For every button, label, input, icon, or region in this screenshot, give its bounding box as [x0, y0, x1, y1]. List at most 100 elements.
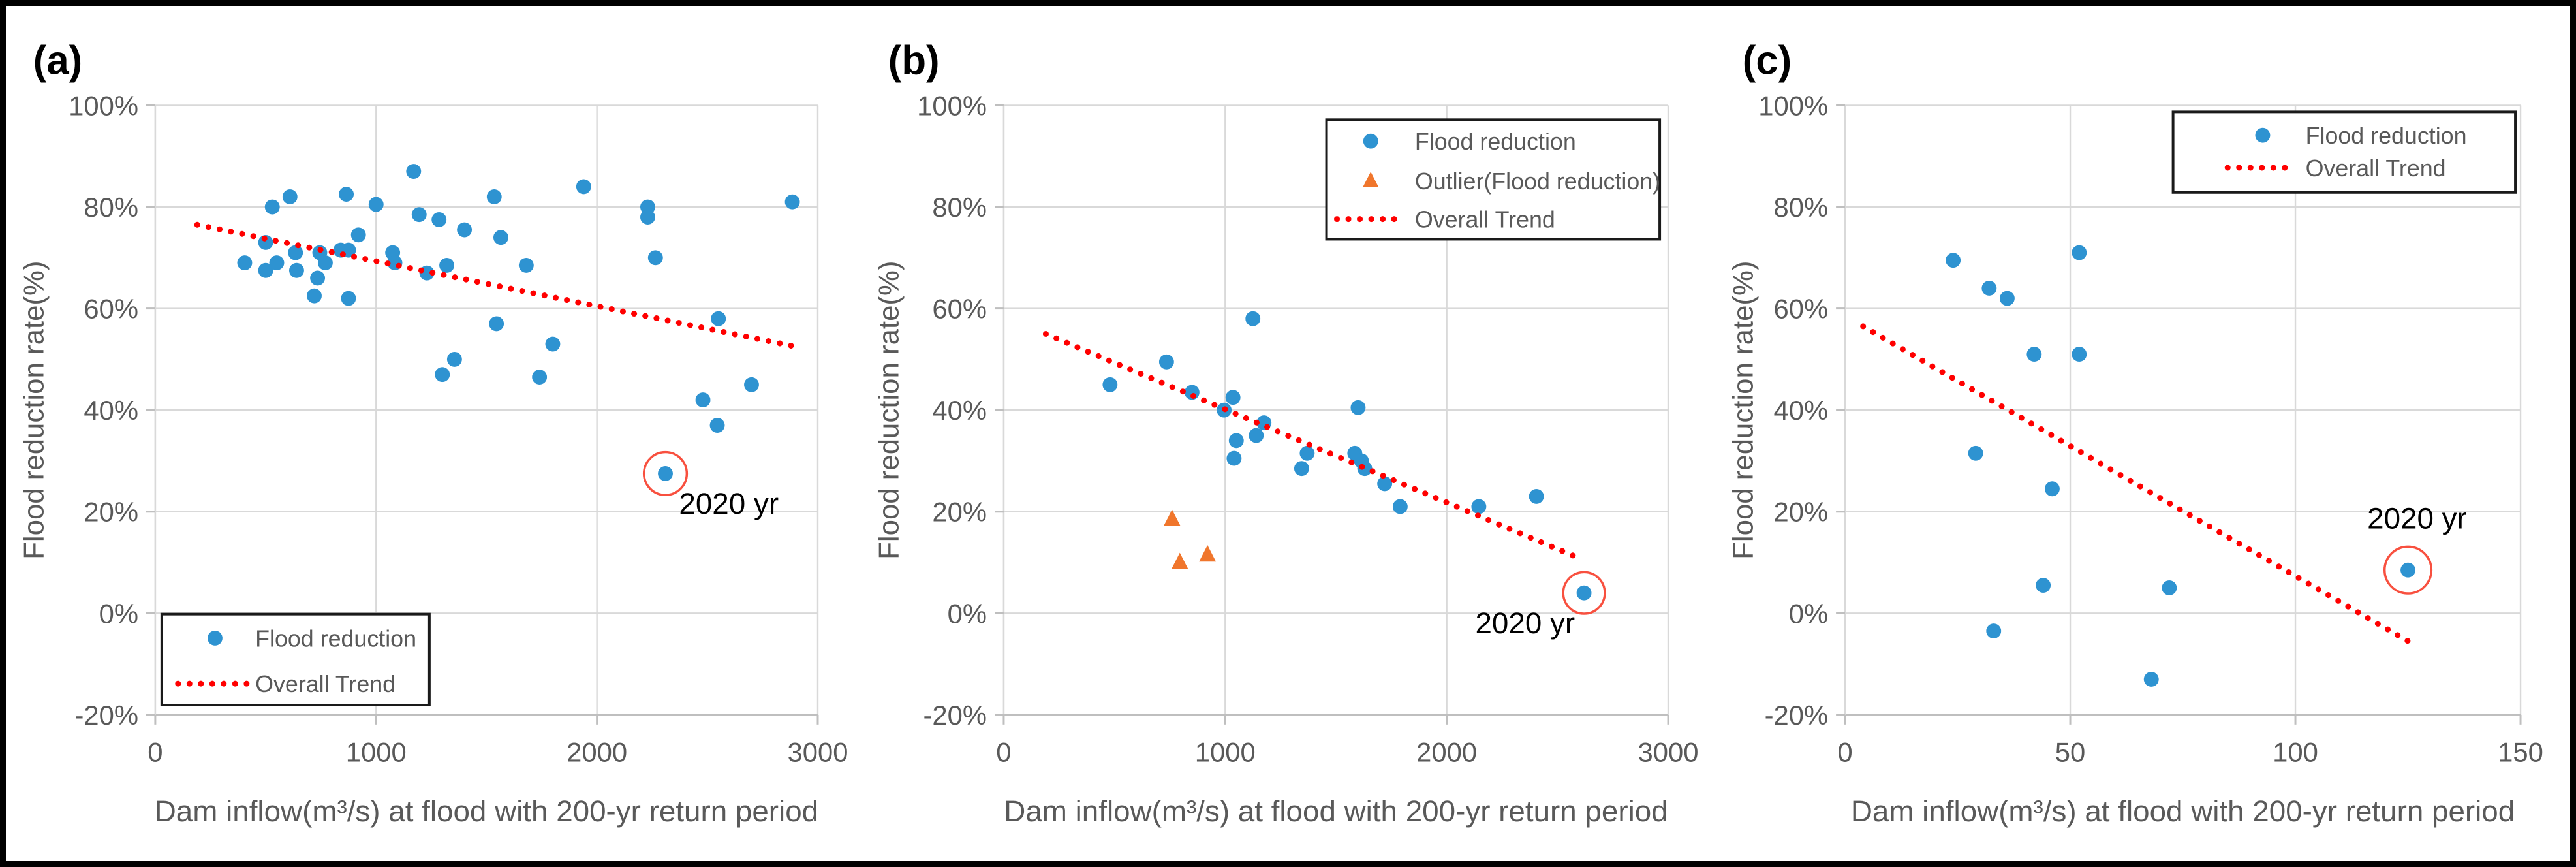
data-point	[2162, 580, 2177, 595]
data-point	[545, 336, 561, 352]
data-point	[709, 418, 725, 433]
data-point	[1576, 585, 1592, 601]
y-axis-title: Flood reduction rate(%)	[1728, 261, 1760, 560]
data-point	[1226, 450, 1241, 466]
panel-b: 0 1000 2000 3000 100% 80% 60% 40% 20% 0% -20% Dam i…	[861, 6, 1716, 861]
outlier-point	[1163, 509, 1181, 526]
data-point	[282, 189, 298, 204]
data-point	[647, 250, 663, 266]
data-point	[258, 262, 273, 278]
outlier-point	[1198, 544, 1216, 562]
panel-c: 0 50 100 150 100% 80% 60% 40% 20% 0% -20% Dam inflo…	[1715, 6, 2570, 861]
data-point	[269, 255, 285, 271]
data-point	[1102, 377, 1117, 392]
annotation-label: 2020 yr	[679, 487, 779, 520]
annotation-circle	[2383, 545, 2433, 595]
x-tick-label: 2000	[1416, 737, 1477, 768]
annotation-circle	[642, 450, 689, 496]
legend: Flood reduction Outlier(Flood reduction) O…	[1325, 118, 1661, 241]
data-point	[486, 189, 502, 204]
data-point	[2072, 245, 2087, 260]
data-point	[1471, 499, 1486, 514]
data-point	[435, 367, 450, 383]
x-tick-label: 150	[2498, 737, 2544, 768]
y-tick-label: 40%	[1774, 395, 1829, 426]
y-tick-label: 100%	[69, 90, 138, 121]
data-point	[711, 311, 726, 326]
x-tick-label: 3000	[788, 737, 848, 768]
x-tick-label: 1000	[1194, 737, 1255, 768]
data-point	[1350, 400, 1366, 415]
data-point	[1981, 281, 1997, 296]
trend-line	[194, 221, 799, 350]
data-point	[350, 227, 366, 243]
data-point	[368, 197, 384, 212]
data-point	[1986, 623, 2002, 639]
y-tick-label: 20%	[84, 497, 138, 528]
data-point	[744, 377, 759, 392]
outlier-point	[1171, 552, 1188, 569]
data-point	[1529, 488, 1544, 504]
legend-label: Outlier(Flood reduction)	[1415, 168, 1660, 195]
y-tick-label: 0%	[99, 598, 138, 629]
data-point	[2144, 672, 2160, 687]
data-point	[431, 212, 447, 227]
data-point	[307, 288, 322, 304]
data-point	[237, 255, 253, 271]
data-point	[1158, 354, 1174, 370]
legend-border	[160, 612, 431, 706]
data-point	[2072, 347, 2087, 362]
data-point	[1299, 445, 1314, 461]
data-point	[2026, 347, 2042, 362]
y-tick-label: 80%	[1774, 192, 1829, 223]
x-tick-label: 3000	[1637, 737, 1698, 768]
y-tick-label: -20%	[923, 700, 987, 731]
data-point	[2400, 562, 2416, 578]
x-tick-label: 2000	[566, 737, 627, 768]
y-tick-label: -20%	[1765, 700, 1829, 731]
x-axis-title: Dam inflow(m³/s) at flood with 200-yr re…	[1851, 795, 2515, 828]
y-tick-label: 80%	[932, 192, 987, 223]
legend-label: Overall Trend	[2306, 155, 2446, 181]
annotation-circle	[1562, 571, 1606, 615]
data-point	[493, 230, 508, 245]
data-point	[695, 392, 711, 408]
x-axis-title: Dam inflow(m³/s) at flood with 200-yr re…	[1004, 795, 1668, 828]
data-point	[640, 210, 655, 225]
panel-a: 0 1000 2000 3000 100% 80% 60% 40% 20% 0% -20% Dam i…	[6, 6, 861, 861]
data-point	[289, 262, 304, 278]
data-point	[264, 199, 280, 215]
x-tick-label: 0	[996, 737, 1011, 768]
y-tick-label: 0%	[947, 598, 986, 629]
legend-label: Flood reduction	[2306, 123, 2467, 149]
x-axis-title: Dam inflow(m³/s) at flood with 200-yr re…	[155, 795, 818, 828]
data-point	[411, 207, 427, 223]
panel-label: (b)	[888, 39, 939, 84]
x-tick-label: 0	[1838, 737, 1853, 768]
legend-marker-triangle	[1362, 172, 1378, 187]
data-point	[658, 465, 673, 481]
x-tick-label: 1000	[346, 737, 407, 768]
legend-label: Overall Trend	[1415, 207, 1555, 233]
legend-border	[1325, 118, 1661, 241]
data-point	[2045, 481, 2060, 497]
data-point	[341, 291, 356, 306]
y-tick-label: 20%	[932, 497, 987, 528]
data-point	[288, 245, 303, 260]
legend-label: Flood reduction	[255, 625, 416, 652]
panel-label: (a)	[33, 39, 82, 84]
data-point	[1392, 499, 1408, 514]
data-point	[532, 370, 548, 385]
y-tick-label: 100%	[917, 90, 987, 121]
trend-line	[1042, 331, 1581, 561]
data-point	[2000, 291, 2015, 306]
data-point	[1376, 476, 1392, 492]
chart-b: 0 1000 2000 3000 100% 80% 60% 40% 20% 0% -20% Dam i…	[873, 39, 1698, 828]
legend: Flood reduction Overall Trend	[160, 612, 431, 706]
data-point	[339, 187, 354, 202]
legend-label: Flood reduction	[1415, 129, 1576, 155]
chart-c: 0 50 100 150 100% 80% 60% 40% 20% 0% -20% Dam inflo…	[1728, 39, 2544, 828]
data-point	[576, 179, 591, 195]
data-point	[439, 258, 454, 273]
data-point	[1968, 445, 1983, 461]
